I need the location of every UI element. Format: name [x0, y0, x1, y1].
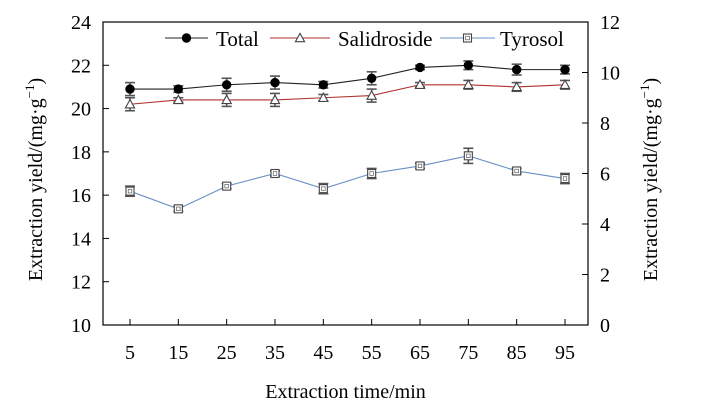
series-tyrosol: [125, 147, 570, 214]
legend-marker: [181, 33, 192, 43]
data-point: [173, 204, 183, 214]
data-point: [270, 77, 280, 88]
legend-label: Tyrosol: [500, 27, 564, 51]
x-tick-label: 5: [125, 342, 135, 364]
data-point: [124, 98, 136, 109]
data-point: [463, 151, 473, 161]
series-salidroside: [124, 79, 571, 112]
data-point-inner: [466, 153, 471, 158]
x-tick-label: 75: [458, 342, 478, 364]
series-line: [130, 64, 565, 90]
data-point: [125, 84, 135, 94]
series-layer: [124, 60, 571, 214]
legend-item-total: Total: [165, 27, 259, 51]
data-point: [559, 79, 571, 89]
data-point: [222, 181, 232, 191]
y-right-tick-label: 12: [600, 12, 620, 34]
data-point-inner: [369, 171, 374, 176]
data-point: [172, 94, 184, 105]
data-point: [415, 62, 425, 73]
x-tick-label: 15: [168, 342, 188, 364]
data-point-inner: [321, 186, 326, 191]
legend-item-tyrosol: Tyrosol: [440, 27, 564, 51]
y-left-tick-label: 16: [71, 185, 91, 207]
data-point: [366, 89, 378, 100]
data-point: [318, 184, 328, 194]
axes-layer: 5 15 25 35 45 55 65 75 85 95101214161820222402468…: [22, 12, 662, 403]
data-point: [367, 168, 377, 179]
y-left-tick-label: 20: [71, 99, 91, 121]
y-right-tick-label: 6: [600, 164, 610, 186]
data-point: [173, 84, 184, 94]
data-point: [511, 81, 523, 92]
data-point: [560, 174, 570, 184]
data-point: [512, 166, 522, 176]
legend-marker: [294, 32, 306, 43]
legend: Total Salidroside Tyrosol: [165, 27, 564, 51]
data-point-inner: [176, 206, 181, 211]
data-point: [221, 80, 232, 90]
legend-item-salidroside: Salidroside: [270, 27, 433, 51]
data-point: [511, 64, 522, 75]
data-point: [125, 186, 135, 196]
y-left-tick-label: 18: [71, 142, 91, 164]
data-point: [317, 92, 329, 102]
data-point: [463, 60, 474, 70]
data-point-inner: [272, 171, 278, 176]
y-right-axis-title: Extraction yield/(mg·g−1): [637, 78, 662, 281]
data-point: [560, 64, 570, 75]
data-point-inner: [514, 168, 519, 174]
series-line: [129, 155, 566, 210]
data-point: [221, 94, 233, 105]
data-point: [415, 161, 425, 171]
y-left-tick-label: 24: [71, 12, 91, 34]
x-tick-label: 85: [507, 342, 527, 364]
x-tick-label: 25: [217, 342, 237, 364]
y-right-tick-label: 4: [600, 214, 610, 236]
y-left-tick-label: 12: [71, 272, 91, 294]
x-tick-label: 35: [265, 342, 285, 364]
series-total: [125, 60, 570, 97]
x-tick-label: 55: [362, 342, 382, 364]
y-left-tick-label: 22: [71, 55, 91, 77]
x-tick-label: 95: [555, 342, 575, 364]
x-tick-label: 45: [313, 342, 333, 364]
data-point: [270, 168, 280, 179]
data-point: [462, 79, 474, 89]
legend-label: Salidroside: [338, 27, 433, 51]
y-right-tick-label: 10: [600, 63, 620, 85]
y-right-tick-label: 2: [600, 265, 610, 287]
legend-marker: [462, 33, 473, 43]
data-point-inner: [562, 176, 568, 181]
data-point-inner: [127, 189, 133, 194]
y-right-tick-label: 0: [600, 315, 610, 337]
data-point: [318, 80, 329, 90]
series-line: [129, 84, 566, 105]
data-point: [269, 94, 281, 105]
y-right-tick-label: 8: [600, 113, 610, 135]
y-left-tick-label: 10: [71, 315, 91, 337]
x-axis-title: Extraction time/min: [265, 381, 426, 403]
x-tick-label: 65: [410, 342, 430, 364]
y-left-tick-label: 14: [71, 228, 91, 250]
legend-marker-inner: [465, 35, 470, 41]
data-point: [366, 73, 377, 83]
data-point: [414, 79, 426, 89]
data-point-inner: [417, 163, 423, 169]
y-left-axis-title: Extraction yield/(mg·g−1): [22, 78, 47, 281]
legend-label: Total: [216, 27, 259, 51]
data-point-inner: [224, 184, 229, 189]
